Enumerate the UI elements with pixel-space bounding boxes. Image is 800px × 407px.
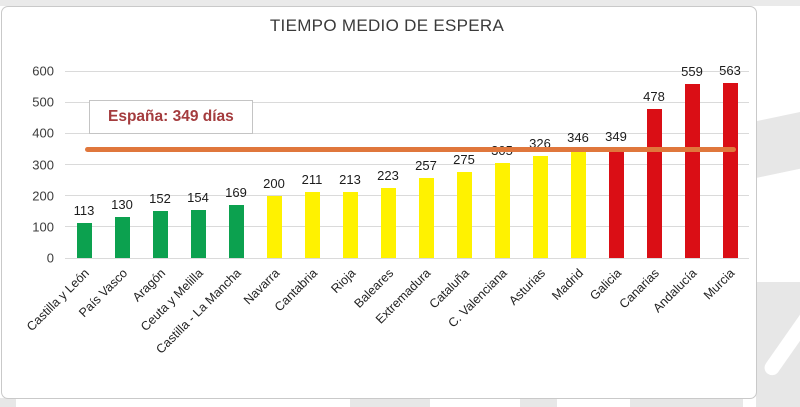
y-axis-tick-label: 500: [32, 94, 54, 110]
bar-value-label: 478: [643, 89, 665, 105]
bar: [532, 156, 548, 258]
bar: [190, 210, 206, 258]
gridline: [65, 195, 749, 197]
bar: [114, 217, 130, 258]
x-axis-label: Asturias: [506, 266, 548, 308]
background-strip-bottom: [772, 398, 800, 407]
bar-value-label: 257: [415, 157, 437, 173]
y-axis-tick-label: 100: [32, 219, 54, 235]
bar-value-label: 563: [719, 62, 741, 78]
gridline: [65, 226, 749, 228]
y-axis-tick-label: 300: [32, 157, 54, 172]
chart-card: TIEMPO MEDIO DE ESPERA España: 349 días …: [1, 6, 757, 399]
gridline: [65, 101, 749, 103]
y-axis-tick-label: 200: [32, 188, 54, 204]
background-shape-right-upper: [756, 112, 800, 178]
x-axis-label: Castilla y León: [24, 266, 92, 334]
bar: [380, 188, 396, 258]
bar-value-label: 169: [225, 185, 247, 201]
plot-area: España: 349 días 0 100 200 300 400 500 600 113 C…: [24, 63, 749, 356]
gridline: [65, 70, 749, 72]
bar: [722, 82, 738, 258]
bar-value-label: 200: [263, 175, 285, 191]
bar: [266, 195, 282, 258]
bar-value-label: 559: [681, 63, 703, 79]
reference-line: [85, 146, 736, 152]
x-axis-label: Galicia: [586, 266, 624, 303]
bar: [304, 192, 320, 258]
x-axis-label: Madrid: [548, 266, 586, 303]
bar-value-label: 113: [73, 202, 95, 218]
gridline: [65, 164, 749, 165]
y-axis-tick-label: 0: [46, 250, 54, 266]
bar-value-label: 152: [149, 190, 171, 206]
background-strip-bottom: [630, 398, 743, 407]
bar: [152, 210, 168, 258]
gridline: [65, 257, 749, 259]
bar: [228, 205, 244, 258]
gridline: [65, 132, 749, 134]
bar-value-label: 213: [339, 171, 361, 187]
bar: [494, 162, 510, 258]
bar-value-label: 346: [567, 130, 589, 146]
background-strip-bottom: [350, 398, 430, 407]
bar: [570, 150, 586, 258]
background-strip-bottom: [520, 398, 557, 407]
bar-value-label: 223: [377, 168, 399, 184]
bar: [76, 222, 92, 258]
bar-value-label: 349: [605, 129, 627, 145]
bar-value-label: 154: [187, 190, 209, 205]
bar: [608, 149, 624, 258]
y-axis-tick-label: 600: [32, 63, 54, 79]
bar-value-label: 211: [301, 172, 323, 188]
x-axis-label: Rioja: [327, 266, 358, 297]
bar: [342, 191, 358, 258]
y-axis-tick-label: 400: [32, 125, 54, 141]
bar-value-label: 275: [453, 152, 475, 168]
background-strip-top: [0, 0, 800, 6]
bar-value-label: 130: [111, 197, 133, 213]
bar: [684, 83, 700, 258]
bar: [456, 172, 472, 258]
x-axis-label: Murcia: [701, 266, 738, 303]
background-strip-bottom: [0, 398, 16, 407]
bar: [418, 177, 434, 258]
chart-title: TIEMPO MEDIO DE ESPERA: [269, 16, 505, 35]
bar: [646, 109, 662, 258]
reference-annotation: España: 349 días: [89, 100, 253, 134]
